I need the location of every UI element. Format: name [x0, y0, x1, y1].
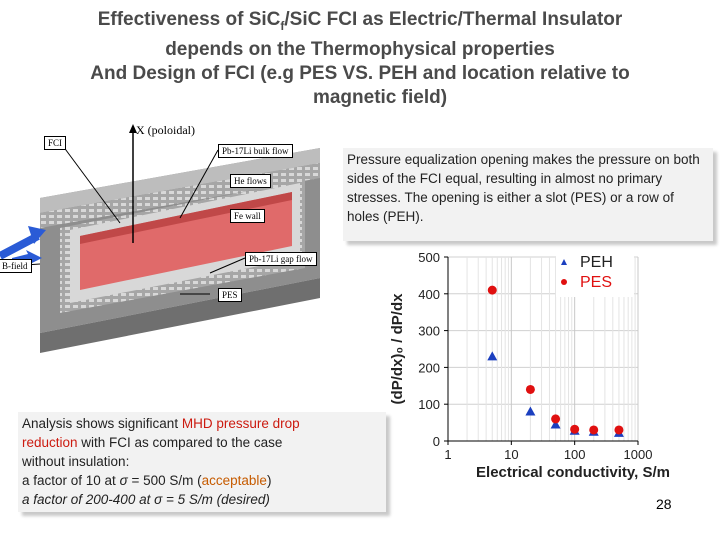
b-field-arrow-shaft	[0, 232, 40, 260]
summary-text: a factor of 200-400 at	[22, 492, 155, 507]
y-tick-label: 400	[418, 287, 440, 302]
data-point-peh	[487, 351, 498, 361]
legend-marker-pes	[561, 279, 567, 285]
summary-highlight: MHD pressure drop	[181, 416, 300, 431]
sigma-symbol: σ	[119, 473, 128, 488]
pressure-drop-chart: 0 100 200 300 400 500 1 10 100 1000 Electrical con…	[380, 245, 720, 490]
sigma-symbol: σ	[154, 492, 163, 507]
summary-text: a factor of 10 at	[22, 473, 120, 488]
b-field-arrow-head	[28, 226, 46, 244]
summary-line-3: without insulation:	[22, 454, 130, 469]
y-tick-label: 200	[418, 360, 440, 375]
data-point-pes	[570, 424, 580, 434]
title-line-1-part-b: /SiC FCI as Electric/Thermal Insulator	[284, 9, 623, 30]
data-point-pes	[551, 414, 561, 424]
data-point-pes	[525, 384, 535, 394]
legend-marker-peh	[561, 259, 567, 265]
label-he-flows: He flows	[230, 174, 271, 188]
title-subscript: f	[280, 18, 285, 33]
summary-line-1: Analysis shows significant MHD pressure …	[22, 414, 382, 433]
y-axis-label: (dP/dx)₀ / dP/dx	[389, 293, 406, 405]
fci-channel-diagram: X (poloidal) FCI Pb-17Li bulk flow He fl…	[0, 118, 345, 423]
poloidal-label: X (poloidal)	[136, 123, 195, 137]
data-point-pes	[487, 285, 497, 295]
summary-highlight: reduction	[22, 435, 78, 450]
summary-line-4: a factor of 10 at σ = 500 S/m (acceptabl…	[22, 471, 382, 490]
summary-text: = 500 S/m (	[127, 473, 202, 488]
analysis-summary: Analysis shows significant MHD pressure …	[18, 412, 386, 512]
data-point-peh	[525, 406, 536, 416]
summary-text: with FCI as compared to the case	[77, 435, 283, 450]
label-gap-flow: Pb-17Li gap flow	[245, 252, 317, 266]
title-line-4: magnetic field)	[312, 86, 448, 108]
summary-line-5: a factor of 200-400 at σ = 5 S/m (desire…	[22, 490, 382, 509]
y-tick-label: 100	[418, 397, 440, 412]
legend-label-pes: PES	[580, 274, 612, 291]
label-b-field: B-field	[0, 259, 32, 273]
summary-text: = 5 S/m (desired)	[162, 492, 270, 507]
x-tick-label: 1000	[624, 447, 653, 462]
title-line-1-part-a: Effectiveness of SiC	[97, 9, 281, 30]
x-tick-label: 10	[504, 447, 518, 462]
y-tick-label: 300	[418, 324, 440, 339]
label-fci: FCI	[44, 136, 67, 150]
y-tick-label: 0	[433, 434, 440, 449]
data-point-pes	[614, 425, 624, 435]
x-tick-label: 100	[564, 447, 586, 462]
data-point-pes	[589, 425, 599, 435]
label-pes: PES	[218, 288, 242, 302]
data-point-peh	[550, 419, 561, 429]
scatter-plot: 0 100 200 300 400 500 1 10 100 1000 Electrical con…	[389, 250, 670, 481]
summary-highlight: acceptable	[201, 473, 267, 488]
x-axis-label: Electrical conductivity, S/m	[476, 464, 670, 481]
slide-title: Effectiveness of SiCf/SiC FCI as Electri…	[0, 8, 720, 110]
pressure-equalization-note: Pressure equalization opening makes the …	[343, 148, 713, 241]
legend-label-peh: PEH	[580, 254, 613, 271]
label-fe-wall: Fe wall	[230, 209, 265, 223]
summary-text: Analysis shows significant	[22, 416, 182, 431]
summary-text: )	[266, 473, 272, 488]
page-number: 28	[656, 496, 672, 512]
title-line-2: depends on the Thermophysical properties	[165, 38, 555, 60]
channel-illustration	[0, 124, 320, 353]
label-bulk-flow: Pb-17Li bulk flow	[218, 144, 293, 158]
title-line-3: And Design of FCI (e.g PES VS. PEH and l…	[90, 62, 630, 84]
title-line-1: Effectiveness of SiCf/SiC FCI as Electri…	[0, 8, 720, 38]
x-tick-label: 1	[444, 447, 451, 462]
summary-line-2: reduction with FCI as compared to the ca…	[22, 433, 382, 452]
legend-box	[556, 253, 634, 297]
y-tick-label: 500	[418, 250, 440, 265]
